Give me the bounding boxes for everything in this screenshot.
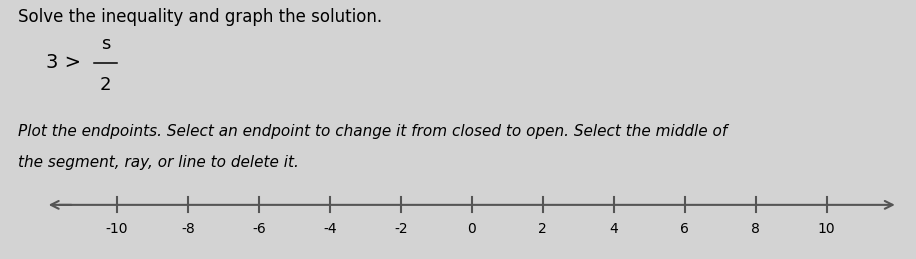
Text: -4: -4 [323,222,336,236]
Text: -10: -10 [105,222,128,236]
Text: the segment, ray, or line to delete it.: the segment, ray, or line to delete it. [18,155,300,170]
Text: Plot the endpoints. Select an endpoint to change it from closed to open. Select : Plot the endpoints. Select an endpoint t… [18,124,727,139]
Text: 6: 6 [681,222,689,236]
Text: 2: 2 [100,76,111,95]
Text: s: s [101,35,110,53]
Text: -6: -6 [252,222,266,236]
Text: 3 >: 3 > [46,53,81,72]
Text: Solve the inequality and graph the solution.: Solve the inequality and graph the solut… [18,8,383,26]
Text: 0: 0 [467,222,476,236]
Text: 4: 4 [609,222,618,236]
Text: 2: 2 [539,222,547,236]
Text: -8: -8 [180,222,195,236]
Text: 10: 10 [818,222,835,236]
Text: -2: -2 [394,222,408,236]
Text: 8: 8 [751,222,760,236]
